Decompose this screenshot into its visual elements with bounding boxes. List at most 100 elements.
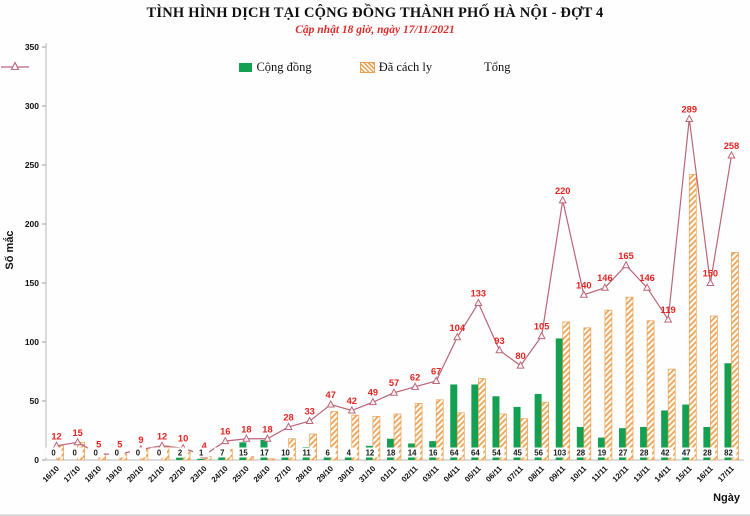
svg-text:21/10: 21/10: [146, 464, 167, 485]
svg-text:49: 49: [368, 388, 378, 398]
svg-text:0: 0: [94, 449, 99, 458]
triangle-marker: [410, 382, 420, 390]
bar-da-cach-ly: [456, 412, 465, 461]
bar-cong-dong: [492, 396, 500, 460]
svg-text:0: 0: [157, 449, 162, 458]
svg-text:7: 7: [220, 449, 224, 458]
legend-label-tong: Tổng: [484, 60, 511, 74]
bar-da-cach-ly: [435, 399, 444, 461]
svg-text:47: 47: [682, 449, 691, 458]
bar-da-cach-ly: [393, 413, 402, 461]
svg-text:119: 119: [661, 305, 676, 315]
svg-text:05/11: 05/11: [463, 464, 483, 484]
triangle-marker: [495, 345, 504, 354]
svg-text:50: 50: [30, 396, 40, 406]
svg-text:06/11: 06/11: [484, 464, 504, 484]
svg-text:200: 200: [25, 219, 39, 229]
svg-text:103: 103: [553, 449, 567, 458]
triangle-marker: [685, 114, 694, 122]
triangle-marker: [537, 331, 546, 340]
svg-text:4: 4: [202, 441, 208, 451]
bar-da-cach-ly: [267, 458, 275, 461]
bar-da-cach-ly: [710, 315, 718, 461]
triangle-marker: [516, 360, 525, 369]
svg-text:33: 33: [304, 407, 314, 417]
svg-text:30/10: 30/10: [336, 464, 357, 485]
triangle-marker: [347, 405, 356, 414]
svg-text:6: 6: [326, 449, 331, 458]
bar-da-cach-ly: [625, 296, 634, 461]
svg-text:31/10: 31/10: [357, 464, 378, 485]
triangle-marker: [305, 416, 314, 425]
triangle-marker: [368, 397, 378, 406]
svg-text:0: 0: [34, 455, 39, 465]
bar-cong-dong: [619, 428, 626, 460]
svg-text:22/10: 22/10: [167, 464, 188, 485]
svg-text:93: 93: [494, 336, 504, 346]
bar-da-cach-ly: [309, 433, 317, 461]
svg-text:15: 15: [239, 449, 248, 458]
svg-text:24/10: 24/10: [210, 464, 231, 485]
svg-text:42: 42: [347, 396, 357, 406]
svg-text:10: 10: [178, 434, 188, 444]
triangle-marker: [664, 314, 673, 323]
svg-text:16: 16: [429, 449, 438, 458]
triangle-marker: [706, 278, 715, 286]
bar-da-cach-ly: [646, 320, 655, 461]
bars-group: [56, 174, 739, 461]
triangle-marker: [73, 437, 82, 446]
bar-cong-dong: [703, 426, 711, 460]
svg-text:25/10: 25/10: [231, 464, 252, 485]
svg-text:250: 250: [25, 160, 39, 170]
svg-text:150: 150: [25, 278, 39, 288]
svg-text:03/11: 03/11: [421, 464, 441, 484]
x-axis: 16/10 17/10 18/10 19/10 20/10 21/10 22/10 23/10…: [41, 464, 737, 485]
triangle-marker: [221, 436, 230, 445]
svg-text:11/11: 11/11: [590, 464, 610, 484]
bar-da-cach-ly: [372, 415, 381, 461]
svg-text:17/10: 17/10: [62, 464, 83, 485]
triangle-marker: [263, 434, 272, 442]
svg-text:140: 140: [576, 280, 592, 290]
bar-cong-dong: [471, 384, 479, 460]
svg-text:18: 18: [387, 449, 396, 458]
triangle-marker: [453, 332, 462, 341]
bar-da-cach-ly: [604, 309, 613, 461]
svg-text:64: 64: [450, 449, 459, 458]
svg-text:17: 17: [260, 449, 269, 458]
legend-swatch-solid-green: [239, 63, 253, 72]
svg-text:09/11: 09/11: [547, 464, 567, 484]
legend-item-tong: Tổng: [1, 60, 511, 75]
svg-text:08/11: 08/11: [526, 464, 546, 484]
svg-text:12: 12: [366, 449, 375, 458]
bar-da-cach-ly: [562, 321, 571, 461]
triangle-marker: [621, 260, 631, 269]
bar-cong-dong: [724, 363, 732, 460]
svg-text:104: 104: [450, 323, 466, 333]
svg-text:4: 4: [347, 449, 352, 458]
bar-da-cach-ly: [478, 378, 486, 461]
triangle-marker: [284, 422, 293, 430]
bar-da-cach-ly: [499, 413, 507, 461]
svg-text:146: 146: [597, 273, 613, 283]
svg-text:0: 0: [136, 449, 141, 458]
legend-item-cong-dong: Cộng đồng: [239, 60, 312, 75]
legend-label-cong-dong: Cộng đồng: [256, 60, 312, 74]
svg-text:28: 28: [640, 449, 649, 458]
triangle-marker: [242, 434, 251, 442]
svg-text:15/11: 15/11: [674, 464, 694, 484]
svg-text:10: 10: [281, 449, 290, 458]
bar-cong-dong: [555, 338, 563, 460]
bar-cong-dong: [344, 455, 352, 460]
bar-da-cach-ly: [667, 368, 676, 461]
svg-text:17/11: 17/11: [716, 464, 736, 484]
svg-text:0: 0: [72, 449, 77, 458]
svg-text:350: 350: [25, 42, 39, 52]
svg-text:54: 54: [492, 449, 501, 458]
svg-text:04/11: 04/11: [442, 464, 462, 484]
svg-text:56: 56: [534, 449, 543, 458]
bar-da-cach-ly: [414, 403, 423, 461]
svg-text:67: 67: [431, 366, 441, 376]
